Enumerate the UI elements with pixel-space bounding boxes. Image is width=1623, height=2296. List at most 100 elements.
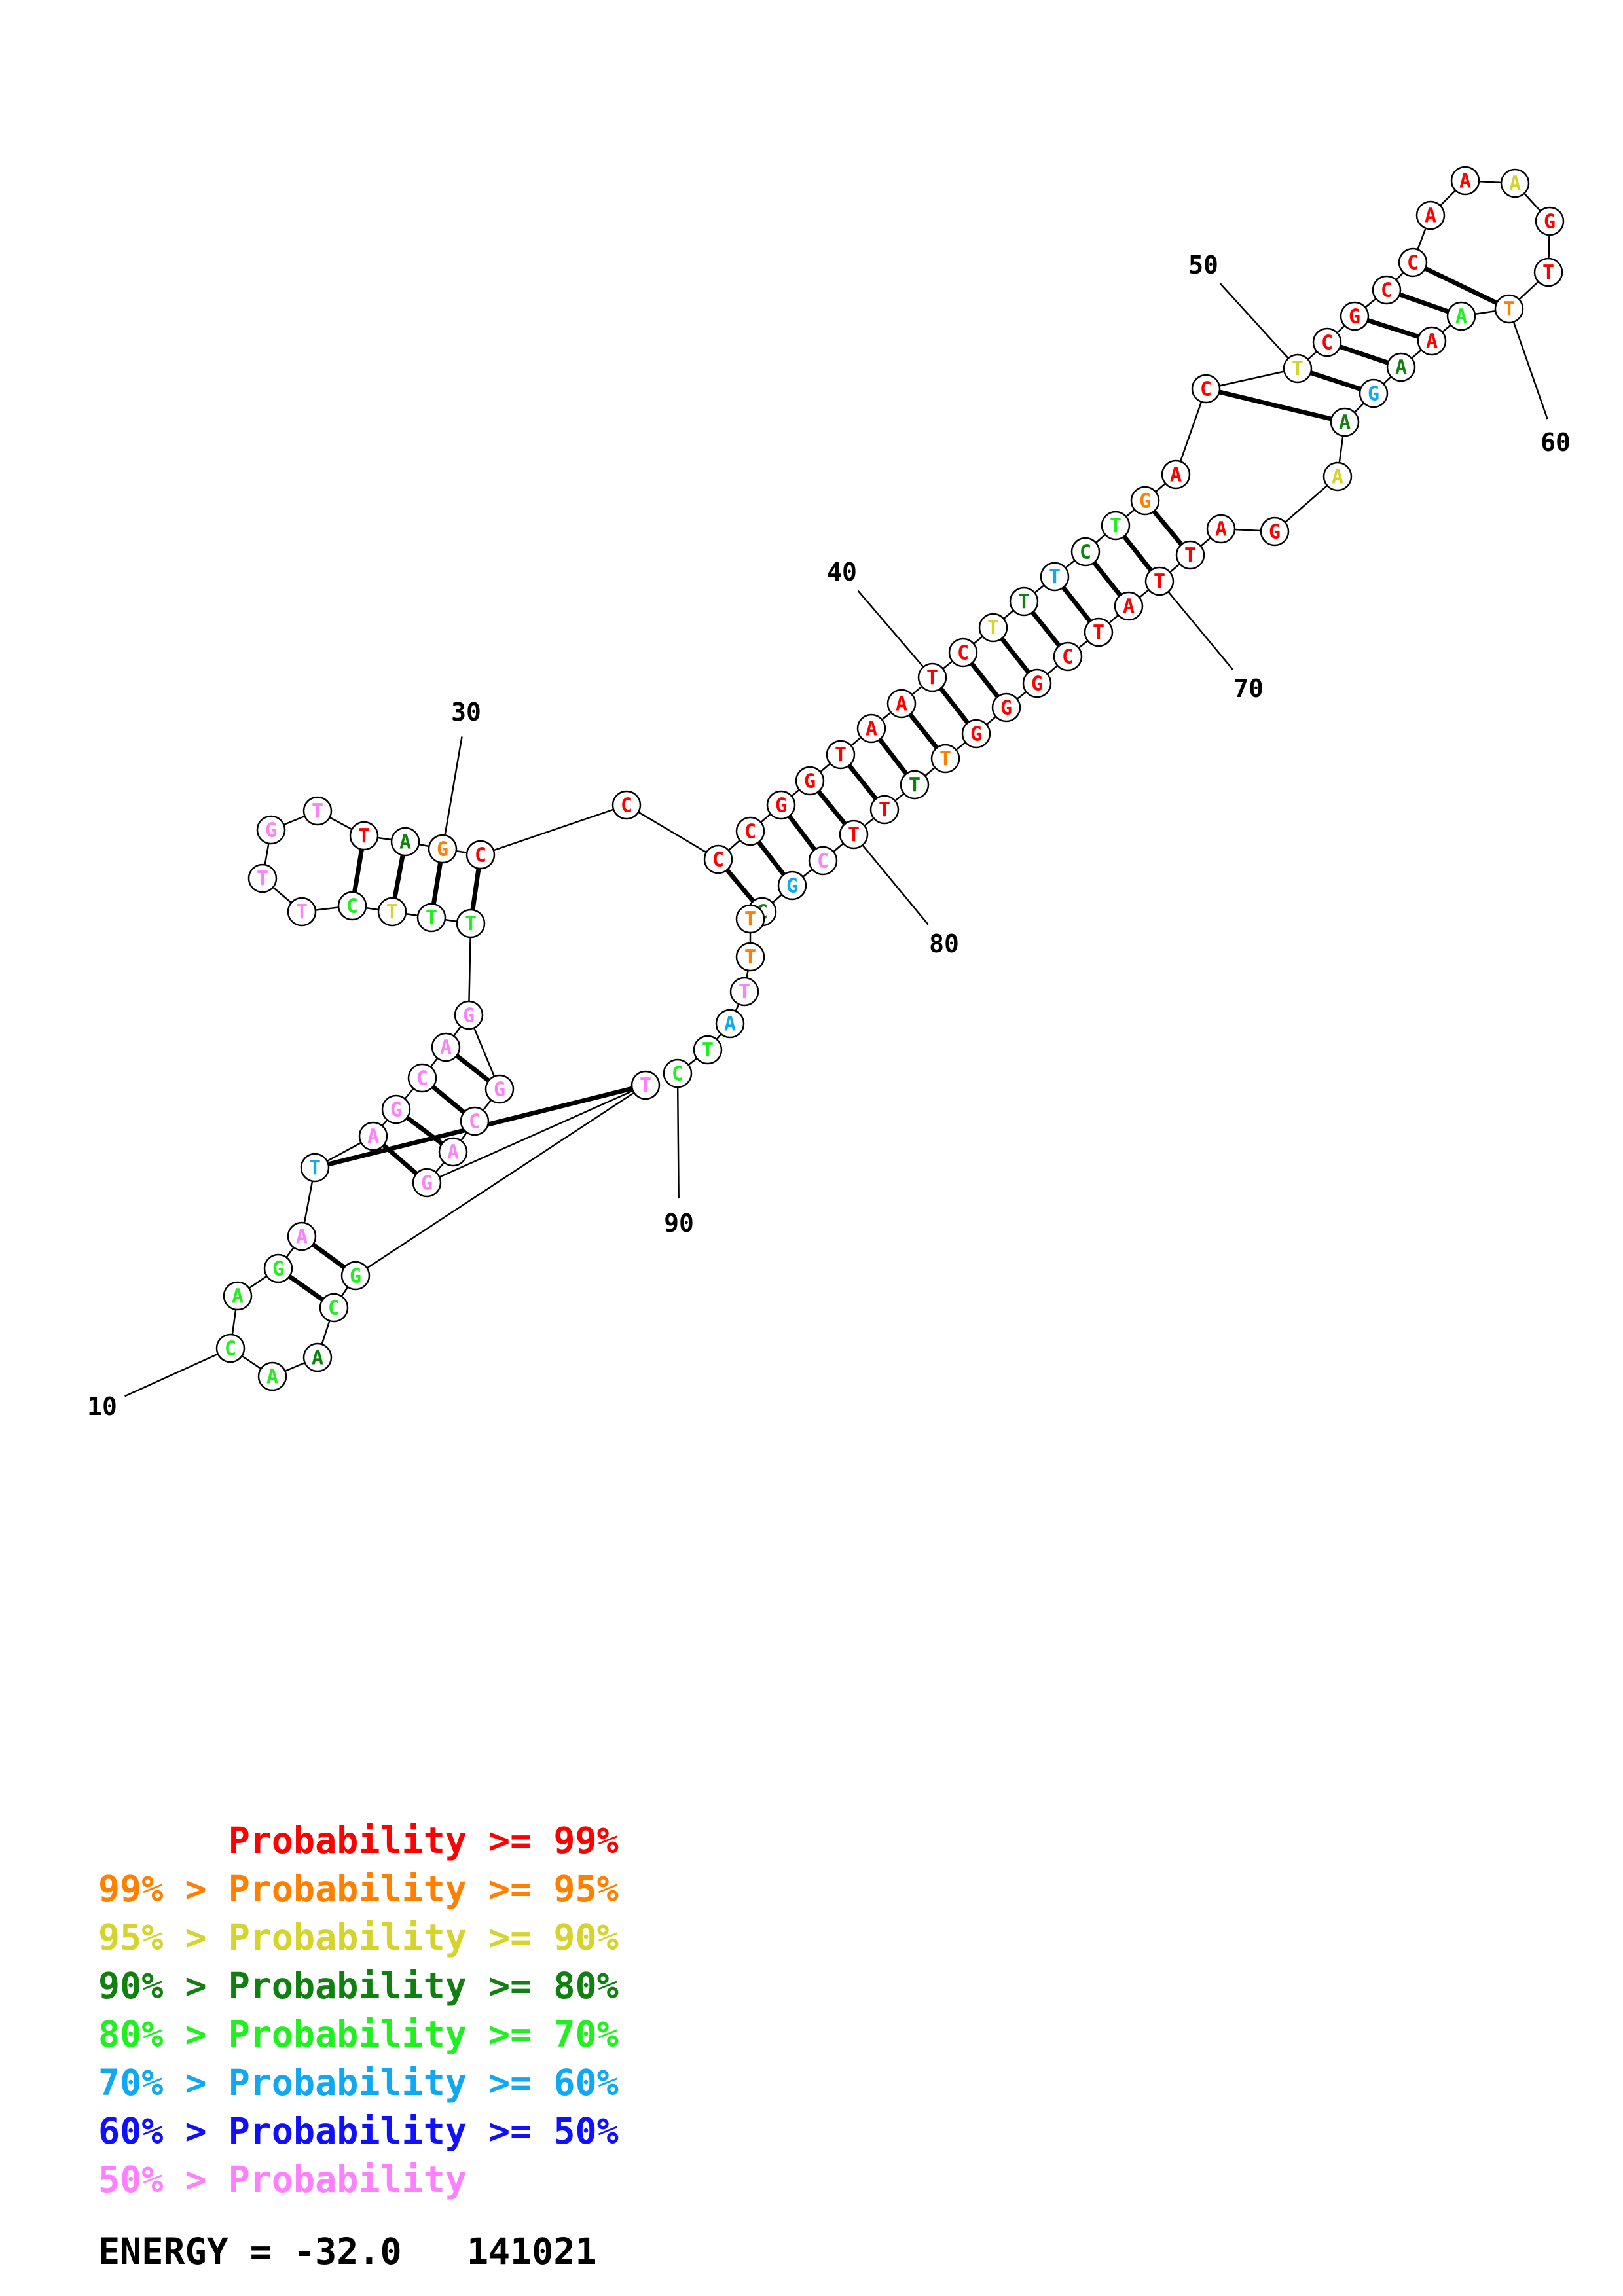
nucleotide-circle [340, 1261, 371, 1291]
nucleotide: G [381, 1094, 411, 1124]
nucleotide-letter: T [426, 907, 437, 930]
nucleotide: T [1084, 617, 1114, 647]
nucleotide-circle [465, 840, 496, 870]
nucleotide: T [416, 903, 447, 933]
nucleotide-letter: C [1062, 646, 1074, 669]
nucleotide-letter: T [744, 908, 756, 931]
nucleotide-letter: C [1200, 378, 1212, 401]
nucleotide-circle [1398, 247, 1428, 278]
nucleotide-circle [729, 977, 759, 1007]
nucleotide-letter: G [265, 819, 277, 842]
nucleotide-letter: A [1459, 170, 1471, 193]
backbone-segment [1175, 388, 1207, 475]
nucleotide: C [407, 1063, 437, 1093]
nucleotide-circle [1312, 327, 1342, 357]
nucleotide-letter: T [739, 981, 750, 1004]
nucleotide: G [412, 1168, 442, 1198]
nucleotide-circle [703, 844, 733, 874]
nucleotide-circle [948, 637, 978, 668]
nucleotide-letter: G [390, 1099, 402, 1122]
nucleotide: A [390, 827, 420, 857]
nucleotide-letter: T [1049, 566, 1061, 589]
position-number: 10 [87, 1392, 117, 1421]
legend-prefix: 95% > [98, 1916, 228, 1958]
nucleotide-letter: G [970, 723, 982, 746]
nucleotide: T [1283, 353, 1313, 384]
legend-label: Probability >= 90% [228, 1916, 619, 1958]
nucleotide: G [1340, 301, 1370, 331]
nucleotide: C [663, 1058, 693, 1088]
nucleotide-circle [663, 1058, 693, 1088]
nucleotide-circle [460, 1106, 490, 1136]
nucleotide-letter: C [346, 895, 358, 918]
nucleotide: G [484, 1074, 515, 1104]
nucleotide-letter: T [1292, 358, 1304, 381]
nucleotide-letter: G [350, 1265, 361, 1288]
nucleotide-letter: G [1269, 521, 1281, 544]
nucleotide: C [611, 790, 642, 820]
nucleotide: G [795, 766, 825, 796]
position-number: 70 [1233, 674, 1264, 703]
nucleotide-circle [302, 1342, 333, 1372]
nucleotide: A [1500, 168, 1530, 198]
nucleotide-letter: T [1018, 591, 1030, 614]
nucleotide-letter: G [1368, 383, 1379, 406]
nucleotide-letter: A [399, 831, 411, 854]
nucleotide-circle [1009, 586, 1039, 617]
legend-prefix: 60% > [98, 2110, 228, 2152]
nucleotide-circle [991, 692, 1021, 723]
nucleotide-letter: T [939, 748, 951, 771]
nucleotide-circle [456, 908, 486, 939]
nucleotide-letter: A [266, 1366, 278, 1389]
nucleotide: C [465, 840, 496, 870]
nucleotide-circle [431, 1032, 461, 1062]
nucleotide: G [961, 719, 991, 749]
nucleotide-circle [693, 1035, 723, 1065]
nucleotide-letter: G [1349, 306, 1360, 329]
nucleotide: G [1359, 378, 1389, 408]
nucleotide: T [630, 1070, 661, 1100]
nucleotide-circle [257, 1361, 287, 1391]
nucleotide-circle [1022, 668, 1052, 698]
nucleotide-letter: T [848, 824, 860, 847]
nucleotide: C [1398, 247, 1428, 278]
nucleotide: A [1386, 352, 1416, 382]
nucleotide-letter: A [1425, 205, 1436, 228]
base-pair-bond [1205, 386, 1345, 425]
nucleotide-circle [1070, 537, 1101, 567]
nucleotide-circle [302, 796, 333, 826]
nucleotide-circle [715, 1009, 745, 1039]
legend-label: Probability >= 80% [228, 1965, 619, 2007]
position-numbers: 10 30 40 50 60 70 80 90 [87, 251, 1571, 1421]
nucleotide-circle [1144, 566, 1175, 596]
nucleotide-circle [1175, 540, 1205, 570]
nucleotide-circle [428, 834, 458, 864]
legend-prefix: 50% > [98, 2159, 228, 2200]
nucleotide-letter: C [225, 1338, 236, 1361]
nucleotide-letter: T [702, 1039, 714, 1062]
nucleotide: G [1535, 206, 1565, 236]
number-tick [1219, 283, 1298, 369]
nucleotide-letter: C [469, 1111, 481, 1134]
position-number: 60 [1541, 428, 1571, 457]
nucleotide-circle [1417, 326, 1447, 356]
backbone-segment [1205, 367, 1298, 390]
nucleotide-letter: A [724, 1013, 736, 1036]
nucleotide: C [808, 846, 838, 876]
nucleotide: G [1130, 486, 1160, 516]
base-pair-bond [1412, 260, 1510, 312]
nucleotide-circle [319, 1293, 349, 1323]
nucleotide-letter: C [1080, 541, 1091, 564]
nucleotide-circle [869, 795, 900, 825]
nucleotide-letter: A [1215, 518, 1227, 541]
nucleotide-circle [1101, 511, 1131, 541]
nucleotide: T [377, 897, 407, 927]
nucleotide-circle [1322, 461, 1353, 492]
nucleotide: T [693, 1035, 723, 1065]
nucleotide-circle [630, 1070, 661, 1100]
nucleotide: A [886, 689, 917, 719]
nucleotide-circle [1283, 353, 1313, 384]
nucleotide: A [1415, 200, 1446, 230]
nucleotide: A [302, 1342, 333, 1372]
nucleotide-circle [826, 740, 856, 770]
